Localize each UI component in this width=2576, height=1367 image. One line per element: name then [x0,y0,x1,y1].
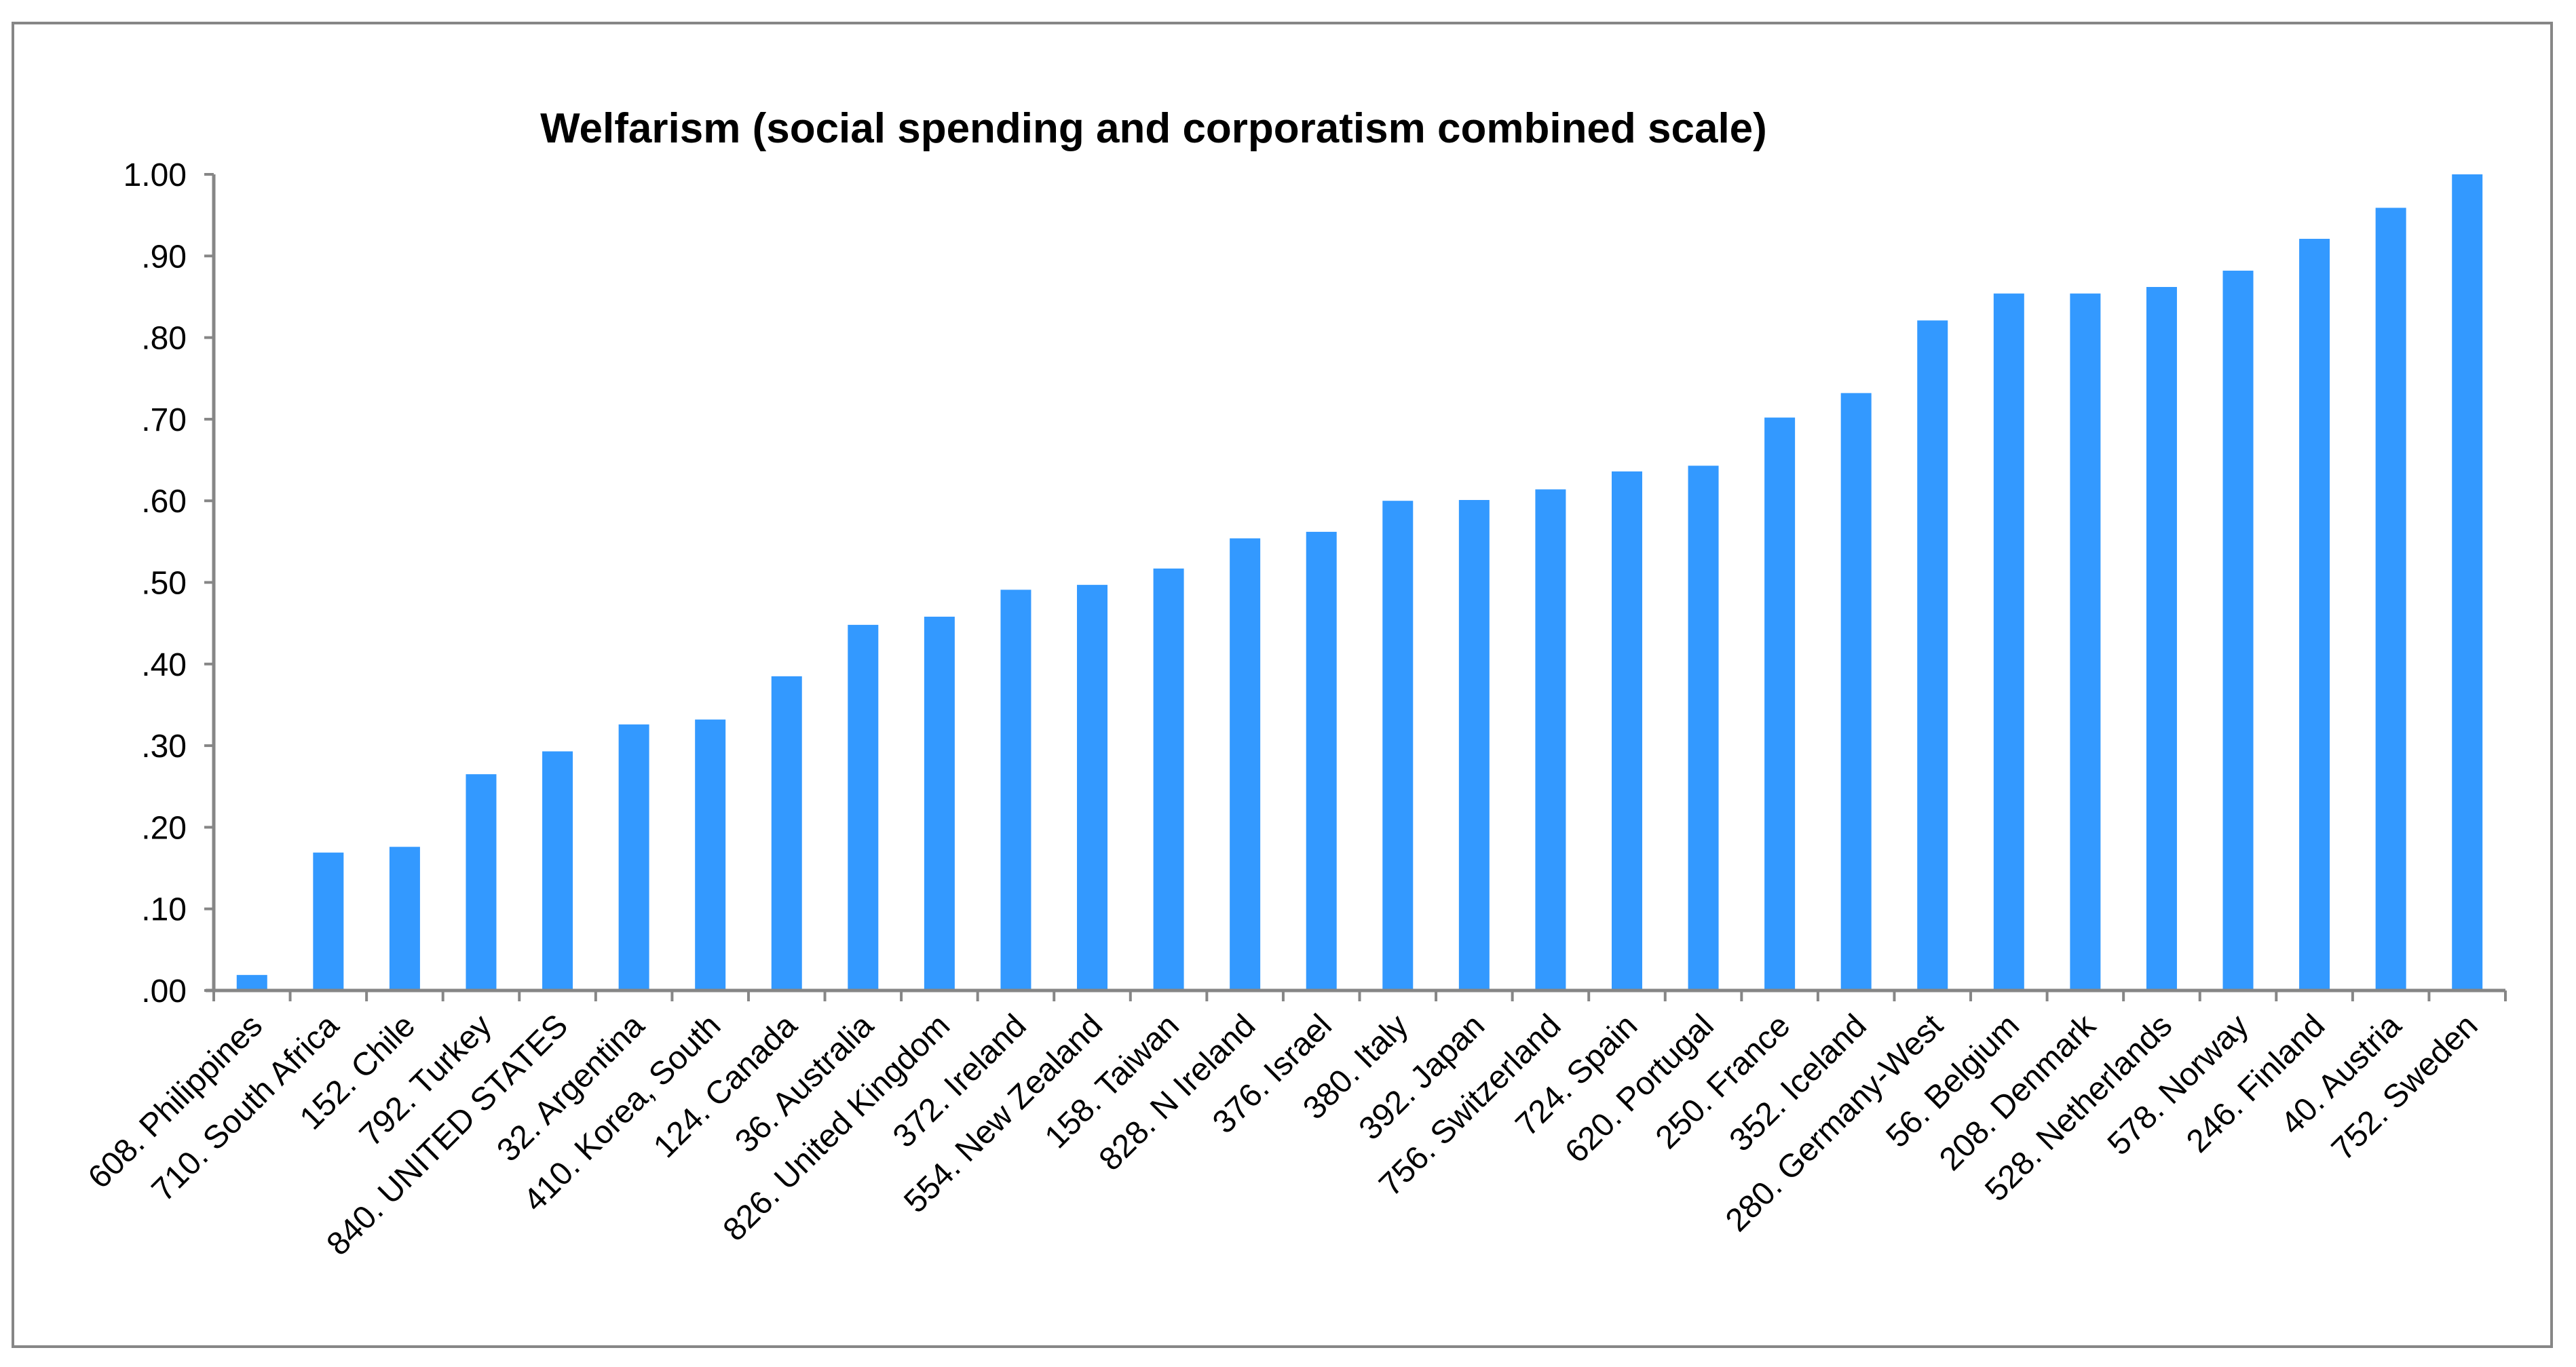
y-tick-label: 1.00 [124,157,187,193]
y-tick-label: .20 [141,810,187,846]
y-tick-label: .90 [141,239,187,275]
bar [848,625,879,990]
bar [1611,471,1642,990]
y-tick-label: .00 [141,974,187,1009]
bar [236,975,267,990]
bar [2299,239,2330,990]
bar [389,847,420,990]
y-tick-label: .10 [141,892,187,928]
bar [1917,320,1948,990]
bar [695,719,726,990]
bar [1382,501,1414,990]
bar [2222,270,2254,991]
bar [1153,569,1184,990]
bar [1535,489,1566,990]
bar [1458,499,1490,990]
y-tick-label: .50 [141,566,187,602]
bar [1840,393,1872,990]
bar [2375,208,2406,990]
bar [542,751,573,990]
bar [1230,538,1261,990]
bar [1077,585,1108,990]
bar [618,724,649,990]
chart-frame [12,22,2553,1348]
bar [2070,293,2101,991]
bar [313,852,344,990]
y-tick-label: .70 [141,402,187,438]
bar [924,617,955,990]
bar [1306,531,1337,990]
y-tick-label: .80 [141,321,187,357]
bar [466,774,497,990]
bar [1764,417,1796,990]
chart-title: Welfarism (social spending and corporati… [540,105,1767,152]
y-tick-label: .30 [141,729,187,765]
bar [1688,465,1719,990]
bar [2146,287,2177,990]
bar [771,676,802,990]
y-tick-label: .40 [141,647,187,683]
bar [1993,293,2024,991]
bar [1000,590,1031,990]
bar [2452,174,2483,990]
y-tick-label: .60 [141,484,187,520]
